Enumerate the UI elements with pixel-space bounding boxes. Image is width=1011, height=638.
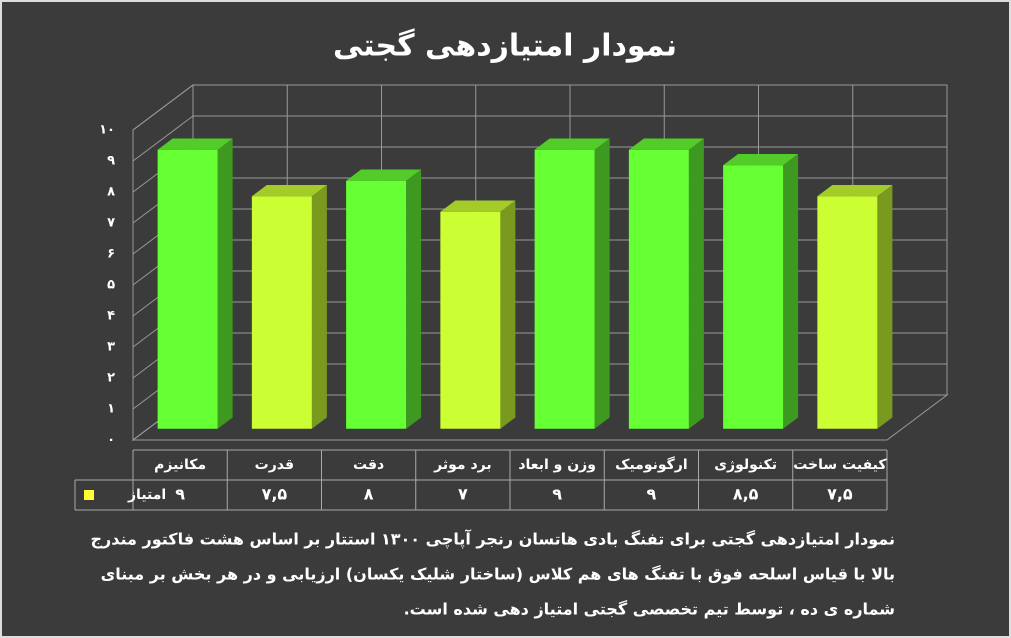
bar-top — [817, 185, 893, 197]
x-tick-label: دقت — [353, 457, 384, 473]
caption-line: نمودار امتیازدهی گجتی برای تفنگ بادی هات… — [91, 529, 895, 550]
grid-line — [132, 84, 194, 131]
x-tick-label: تکنولوژی — [714, 457, 777, 473]
caption-line: شماره ی ده ، توسط تیم تخصصی گجتی امتیاز … — [404, 600, 895, 619]
y-tick-label: ۰ — [107, 433, 115, 448]
value-label: ۷ — [458, 485, 468, 504]
value-label: ۹ — [552, 485, 562, 504]
y-tick-label: ۴ — [107, 309, 115, 324]
x-tick-label: برد موثر — [433, 457, 491, 473]
x-tick-label: کیفیت ساخت — [793, 457, 887, 473]
y-tick-label: ۹ — [107, 154, 115, 169]
x-tick-label: قدرت — [255, 457, 294, 473]
bar — [157, 138, 233, 429]
y-tick-label: ۶ — [107, 247, 115, 262]
bar-side — [500, 200, 516, 429]
y-tick-label: ۵ — [107, 278, 115, 293]
bar — [628, 138, 704, 429]
bar-top — [440, 200, 516, 212]
x-tick-label: مکانیزم — [154, 457, 206, 473]
bar-front — [723, 165, 784, 429]
grid-line — [132, 115, 194, 162]
bar-top — [723, 154, 799, 166]
bar-top — [251, 185, 327, 197]
bar — [440, 200, 516, 429]
bar-side — [783, 154, 799, 429]
bar-front — [628, 149, 689, 429]
value-label: ۷,۵ — [262, 485, 288, 504]
bar-side — [406, 169, 422, 429]
value-label: ۹ — [175, 485, 185, 504]
bar-front — [817, 196, 878, 429]
bar-side — [217, 138, 233, 429]
bar-front — [157, 149, 218, 429]
bar — [346, 169, 422, 429]
bar-top — [628, 138, 704, 150]
y-tick-label: ۷ — [107, 216, 115, 231]
y-tick-label: ۸ — [107, 185, 115, 200]
caption-line: بالا با قیاس اسلحه فوق با تفنگ های هم کل… — [101, 565, 895, 584]
bar-front — [534, 149, 595, 429]
bar-front — [251, 196, 312, 429]
x-tick-label: ارگونومیک — [615, 456, 688, 473]
bar — [534, 138, 610, 429]
value-label: ۸,۵ — [733, 485, 759, 504]
value-label: ۸ — [364, 485, 374, 504]
bar-side — [688, 138, 704, 429]
x-tick-label: وزن و ابعاد — [518, 457, 596, 473]
value-label: ۷,۵ — [827, 485, 853, 504]
bar-front — [346, 180, 407, 429]
bar-top — [157, 138, 233, 150]
bar — [723, 154, 799, 429]
bar-side — [311, 185, 327, 429]
y-tick-label: ۱۰ — [99, 123, 115, 138]
bar-top — [534, 138, 610, 150]
bar-top — [346, 169, 422, 181]
bar-front — [440, 211, 501, 429]
bar-side — [877, 185, 893, 429]
value-label: ۹ — [646, 485, 656, 504]
chart-title: نمودار امتیازدهی گجتی — [333, 28, 677, 64]
legend-key — [84, 490, 94, 500]
legend-label: امتیاز — [127, 487, 166, 503]
bar — [817, 185, 893, 429]
bar — [251, 185, 327, 429]
y-tick-label: ۲ — [107, 371, 115, 386]
y-tick-label: ۱ — [107, 402, 115, 417]
y-tick-label: ۳ — [107, 340, 115, 355]
bar-side — [594, 138, 610, 429]
